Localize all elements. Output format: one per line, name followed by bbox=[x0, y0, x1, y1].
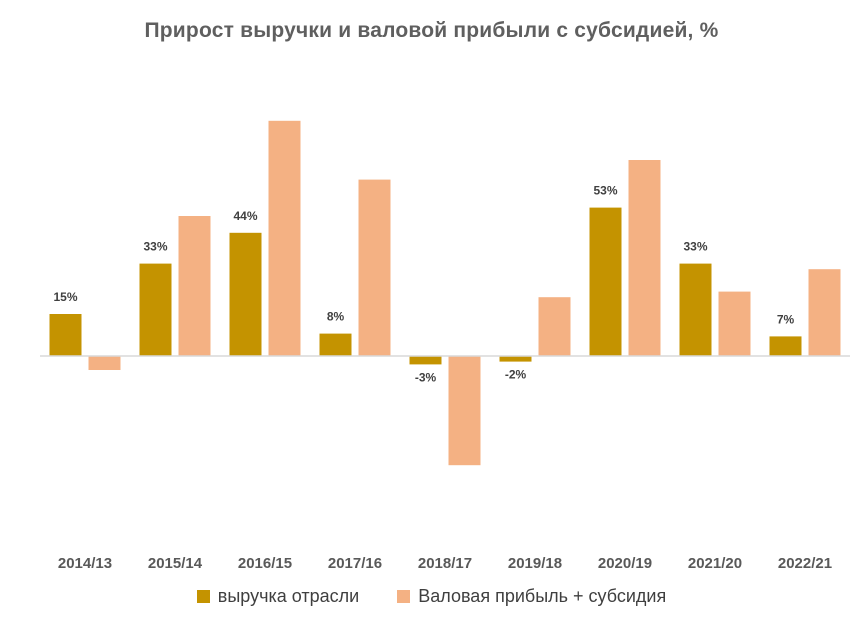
data-label-revenue-2020-19: 53% bbox=[593, 184, 617, 198]
x-tick-label-2019-18: 2019/18 bbox=[508, 555, 562, 572]
bar-revenue-2019-18 bbox=[499, 356, 532, 362]
bar-gross-profit-2019-18 bbox=[538, 297, 571, 356]
legend-item-gross-profit: Валовая прибыль + субсидия bbox=[397, 586, 666, 607]
bar-gross-profit-2016-15 bbox=[268, 120, 301, 356]
bar-gross-profit-2014-13 bbox=[88, 356, 121, 370]
chart-legend: выручка отрасли Валовая прибыль + субсид… bbox=[0, 586, 863, 607]
bar-gross-profit-2017-16 bbox=[358, 179, 391, 356]
bar-revenue-2018-17 bbox=[409, 356, 442, 365]
data-label-revenue-2019-18: -2% bbox=[505, 368, 527, 382]
bar-revenue-2017-16 bbox=[319, 333, 352, 356]
bar-revenue-2022-21 bbox=[769, 336, 802, 356]
x-tick-label-2020-19: 2020/19 bbox=[598, 555, 652, 572]
data-label-revenue-2022-21: 7% bbox=[777, 312, 795, 326]
legend-swatch-gross-profit bbox=[397, 590, 411, 603]
bar-gross-profit-2015-14 bbox=[178, 216, 211, 356]
chart-title: Прирост выручки и валовой прибыли с субс… bbox=[144, 19, 719, 42]
data-label-revenue-2015-14: 33% bbox=[143, 240, 167, 254]
x-tick-label-2021-20: 2021/20 bbox=[688, 555, 742, 572]
legend-item-revenue: выручка отрасли bbox=[196, 586, 360, 607]
data-label-revenue-2018-17: -3% bbox=[415, 370, 437, 384]
bar-gross-profit-2022-21 bbox=[808, 269, 841, 356]
x-tick-label-2022-21: 2022/21 bbox=[778, 555, 832, 572]
bar-revenue-2014-13 bbox=[49, 314, 82, 356]
data-label-revenue-2021-20: 33% bbox=[683, 240, 707, 254]
x-tick-label-2016-15: 2016/15 bbox=[238, 555, 292, 572]
bar-revenue-2015-14 bbox=[139, 263, 172, 356]
bar-revenue-2020-19 bbox=[589, 207, 622, 356]
legend-label-gross-profit: Валовая прибыль + субсидия bbox=[418, 586, 667, 606]
legend-label-revenue: выручка отрасли bbox=[217, 586, 360, 606]
x-tick-label-2015-14: 2015/14 bbox=[148, 555, 203, 572]
x-tick-label-2014-13: 2014/13 bbox=[58, 555, 112, 572]
bar-revenue-2021-20 bbox=[679, 263, 712, 356]
bar-gross-profit-2020-19 bbox=[628, 160, 661, 356]
x-tick-label-2018-17: 2018/17 bbox=[418, 555, 472, 572]
bar-gross-profit-2021-20 bbox=[718, 291, 751, 356]
bar-gross-profit-2018-17 bbox=[448, 356, 481, 466]
data-label-revenue-2014-13: 15% bbox=[53, 290, 77, 304]
bar-revenue-2016-15 bbox=[229, 232, 262, 356]
legend-swatch-revenue bbox=[196, 590, 210, 603]
data-label-revenue-2016-15: 44% bbox=[233, 209, 257, 223]
x-tick-label-2017-16: 2017/16 bbox=[328, 555, 382, 572]
data-label-revenue-2017-16: 8% bbox=[327, 310, 345, 324]
